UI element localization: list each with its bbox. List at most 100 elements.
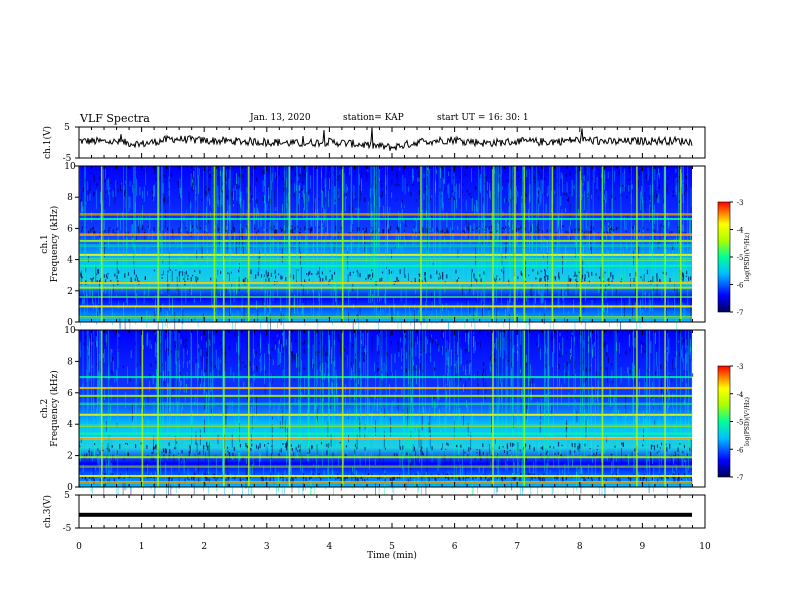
noise-streak [251,464,253,475]
noise-streak [404,237,406,248]
noise-streak [126,471,128,490]
noise-streak [186,272,188,278]
noise-streak [199,313,201,318]
dark-patch [116,275,118,280]
dark-patch [682,349,684,351]
dark-patch [161,363,163,367]
noise-streak [476,200,478,213]
sferic-column [522,166,523,278]
noise-streak [570,348,571,365]
colorbar-tick-label: -4 [737,391,744,399]
noise-streak [469,305,471,315]
noise-streak [106,179,108,190]
dark-patch [470,447,472,450]
dark-patch [242,174,244,178]
noise-streak [580,454,582,474]
dark-patch [375,184,377,189]
dark-patch [240,340,242,342]
noise-streak [162,183,164,193]
dark-patch [628,178,630,181]
dark-patch [489,356,491,360]
dark-patch [380,180,382,183]
dark-patch [292,274,295,280]
sferic-column [379,166,380,256]
dark-patch [624,187,627,192]
dark-patch [588,193,590,196]
dark-patch [495,277,497,281]
noise-streak [315,391,317,395]
dark-patch [569,278,571,281]
noise-streak [539,272,541,284]
noise-streak [675,168,677,173]
noise-streak [282,369,284,380]
dark-patch [186,230,188,235]
noise-streak [243,269,245,278]
dark-patch [524,281,527,283]
dark-patch [282,476,284,479]
noise-streak [168,251,170,271]
dark-patch [529,444,531,448]
noise-streak [505,243,507,260]
noise-streak [386,217,388,235]
dark-patch [470,196,472,198]
noise-streak [442,191,444,211]
dark-patch [196,358,198,362]
dark-patch [634,448,636,452]
noise-streak [374,434,375,440]
noise-streak [272,267,273,282]
sferic-column [158,166,160,311]
noise-streak [239,191,241,204]
noise-streak [449,343,450,352]
sferic-column [381,330,383,434]
noise-streak [582,258,584,277]
dark-patch [554,276,556,280]
noise-streak [134,230,136,246]
noise-streak [178,470,180,489]
dark-patch [108,229,110,232]
noise-streak [290,300,292,319]
noise-streak [127,366,128,385]
sferic-column [300,330,301,472]
dark-patch [326,443,328,447]
noise-streak [195,186,197,201]
noise-streak [202,413,204,426]
noise-streak [522,484,523,492]
noise-streak [154,341,156,357]
dark-patch [544,269,546,272]
sferic-column [386,166,388,257]
dark-patch [607,358,609,363]
noise-streak [352,216,353,224]
dark-patch [676,179,678,183]
noise-streak [369,389,370,392]
dark-patch [199,451,201,455]
dark-patch [647,281,650,283]
noise-streak [170,411,172,424]
dark-patch [348,232,350,234]
dark-patch [151,476,153,478]
dark-patch [669,278,671,283]
dark-patch [666,350,668,352]
sferic-column [512,330,514,476]
sferic-column [595,330,596,479]
noise-streak [675,357,677,368]
noise-streak [613,416,614,423]
dark-patch [283,345,285,351]
noise-streak [468,222,469,239]
noise-streak [360,374,362,390]
frequency-band-peak [79,482,692,483]
dark-patch [96,280,98,284]
noise-streak [678,234,680,250]
noise-streak [533,462,534,474]
dark-patch [396,226,398,230]
dark-patch [554,453,556,455]
noise-streak [236,270,237,281]
dark-patch [666,447,668,452]
noise-streak [267,289,268,308]
dark-patch [203,445,205,449]
dark-patch [458,277,460,279]
dark-patch [228,345,230,350]
noise-streak [615,437,617,443]
dark-patch [456,444,458,448]
noise-streak [413,360,414,367]
noise-streak [508,183,510,202]
